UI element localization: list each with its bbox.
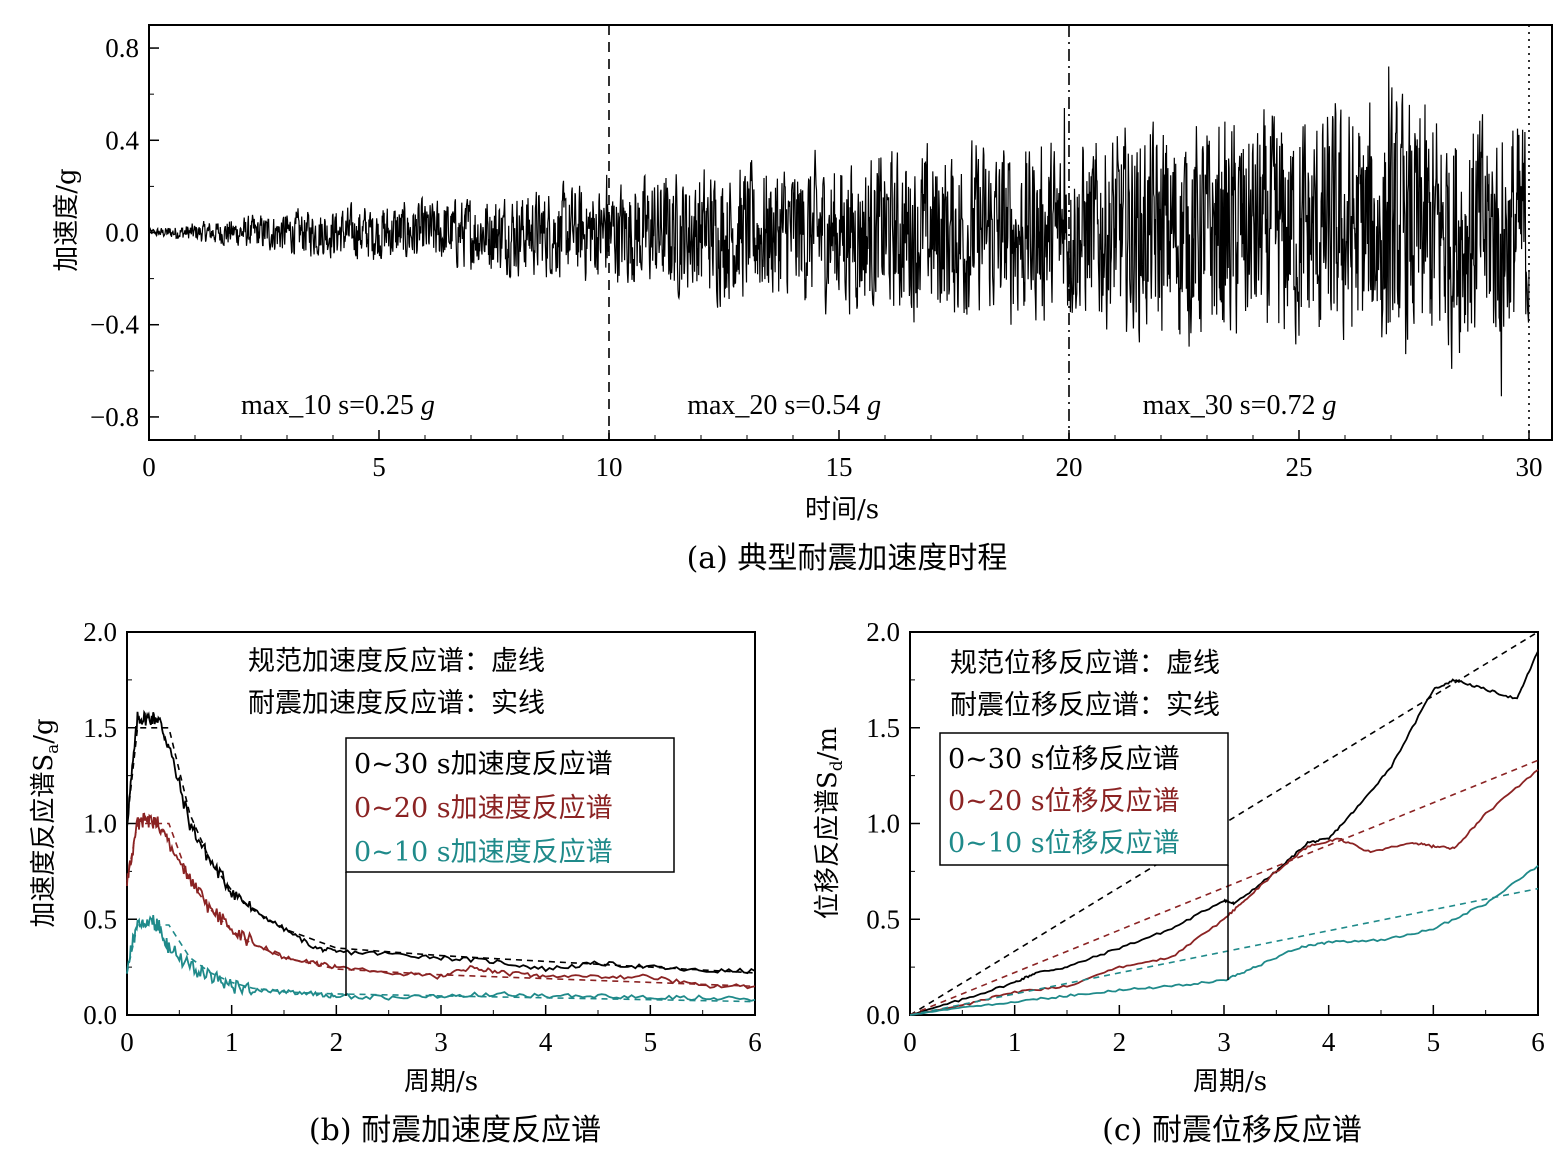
panel-c-ylabel: 位移反应谱Sd/m — [813, 727, 847, 919]
y-tick-label: −0.4 — [90, 310, 139, 340]
x-tick-label: 15 — [826, 452, 853, 482]
panel-b-caption: (b) 耐震加速度反应谱 — [309, 1113, 601, 1148]
x-tick-label: 0 — [120, 1027, 134, 1057]
peak-annotation: max_20 s=0.54 g — [687, 390, 881, 421]
x-tick-label: 5 — [372, 452, 386, 482]
y-tick-label: 1.5 — [83, 713, 117, 743]
panel-c-displacement-spectrum: 0 1 2 3 4 5 6 0.0 0.5 1.0 1.5 2.0 规范位移反应谱：虚线 耐震位移反应… — [813, 617, 1545, 1148]
y-tick-label: 0.4 — [105, 125, 139, 155]
panel-b-legend-0-30: 0~30 s加速度反应谱 — [354, 749, 613, 780]
y-tick-label: 0.5 — [866, 904, 900, 934]
x-tick-label: 10 — [596, 452, 623, 482]
y-tick-label: 0.5 — [83, 904, 117, 934]
x-tick-label: 1 — [1008, 1027, 1022, 1057]
panel-b-legend-0-20: 0~20 s加速度反应谱 — [354, 793, 613, 824]
b-series-dashed — [126, 822, 756, 988]
y-tick-label: 0.0 — [83, 1000, 117, 1030]
x-tick-label: 6 — [748, 1027, 762, 1057]
panel-a-caption: (a) 典型耐震加速度时程 — [687, 541, 1008, 576]
panel-b-xlabel: 周期/s — [404, 1067, 478, 1097]
panel-b-legend-0-10: 0~10 s加速度反应谱 — [354, 837, 613, 868]
x-tick-label: 3 — [1217, 1027, 1231, 1057]
c-series-dashed — [909, 887, 1539, 1016]
x-tick-label: 4 — [539, 1027, 553, 1057]
x-tick-label: 0 — [903, 1027, 917, 1057]
panel-c-legend-box — [939, 732, 1229, 866]
x-tick-label: 0 — [142, 452, 156, 482]
b-series-dashed — [126, 924, 756, 1003]
x-tick-label: 2 — [1113, 1027, 1127, 1057]
x-tick-label: 30 — [1516, 452, 1543, 482]
peak-annotation: max_30 s=0.72 g — [1143, 390, 1337, 421]
y-tick-label: 0.0 — [105, 218, 139, 248]
panel-b-note-code: 规范加速度反应谱：虚线 — [248, 646, 545, 677]
panel-b-note-seismic: 耐震加速度反应谱：实线 — [248, 688, 545, 719]
c-series-solid — [909, 864, 1539, 1016]
panel-b-ylabel: 加速度反应谱Sa/g — [29, 718, 63, 927]
x-tick-label: 6 — [1531, 1027, 1545, 1057]
x-tick-label: 3 — [434, 1027, 448, 1057]
b-series-solid — [126, 709, 756, 975]
x-tick-label: 5 — [644, 1027, 658, 1057]
c-series-dashed — [909, 759, 1539, 1016]
panel-c-caption: (c) 耐震位移反应谱 — [1102, 1113, 1362, 1148]
x-tick-label: 5 — [1427, 1027, 1441, 1057]
y-tick-label: 0.0 — [866, 1000, 900, 1030]
panel-c-legend-0-30: 0~30 s位移反应谱 — [948, 744, 1180, 775]
panel-c-note-code: 规范位移反应谱：虚线 — [950, 648, 1220, 679]
panel-a-xlabel: 时间/s — [805, 495, 879, 525]
y-tick-label: 0.8 — [105, 33, 139, 63]
acceleration-trace — [148, 66, 1530, 397]
x-tick-label: 2 — [330, 1027, 344, 1057]
panel-c-note-seismic: 耐震位移反应谱：实线 — [950, 690, 1220, 721]
y-tick-label: 1.0 — [866, 809, 900, 839]
x-tick-label: 4 — [1322, 1027, 1336, 1057]
b-series-solid — [126, 812, 756, 990]
c-series-solid — [909, 769, 1539, 1016]
x-tick-label: 1 — [225, 1027, 239, 1057]
b-series-solid — [126, 915, 756, 1002]
y-tick-label: −0.8 — [90, 402, 139, 432]
panel-c-legend-0-20: 0~20 s位移反应谱 — [948, 786, 1180, 817]
panel-c-xlabel: 周期/s — [1193, 1067, 1267, 1097]
y-tick-label: 1.0 — [83, 809, 117, 839]
panel-b-legend-box — [345, 737, 675, 873]
panel-a-ylabel: 加速度/g — [52, 168, 82, 271]
x-tick-label: 25 — [1286, 452, 1313, 482]
y-tick-label: 2.0 — [83, 617, 117, 647]
y-tick-label: 1.5 — [866, 713, 900, 743]
panel-a-time-history: 0 5 10 15 20 25 30 −0.8 −0.4 0.0 0.4 0.8 max_10 s=0… — [52, 24, 1553, 576]
peak-annotation: max_10 s=0.25 g — [241, 390, 435, 421]
panel-c-legend-0-10: 0~10 s位移反应谱 — [948, 828, 1180, 859]
b-series-dashed — [126, 727, 756, 974]
x-tick-label: 20 — [1056, 452, 1083, 482]
panel-b-acceleration-spectrum: 0 1 2 3 4 5 6 0.0 0.5 1.0 1.5 2.0 规范加速度反应谱：虚线 耐震加速度… — [29, 617, 762, 1148]
y-tick-label: 2.0 — [866, 617, 900, 647]
